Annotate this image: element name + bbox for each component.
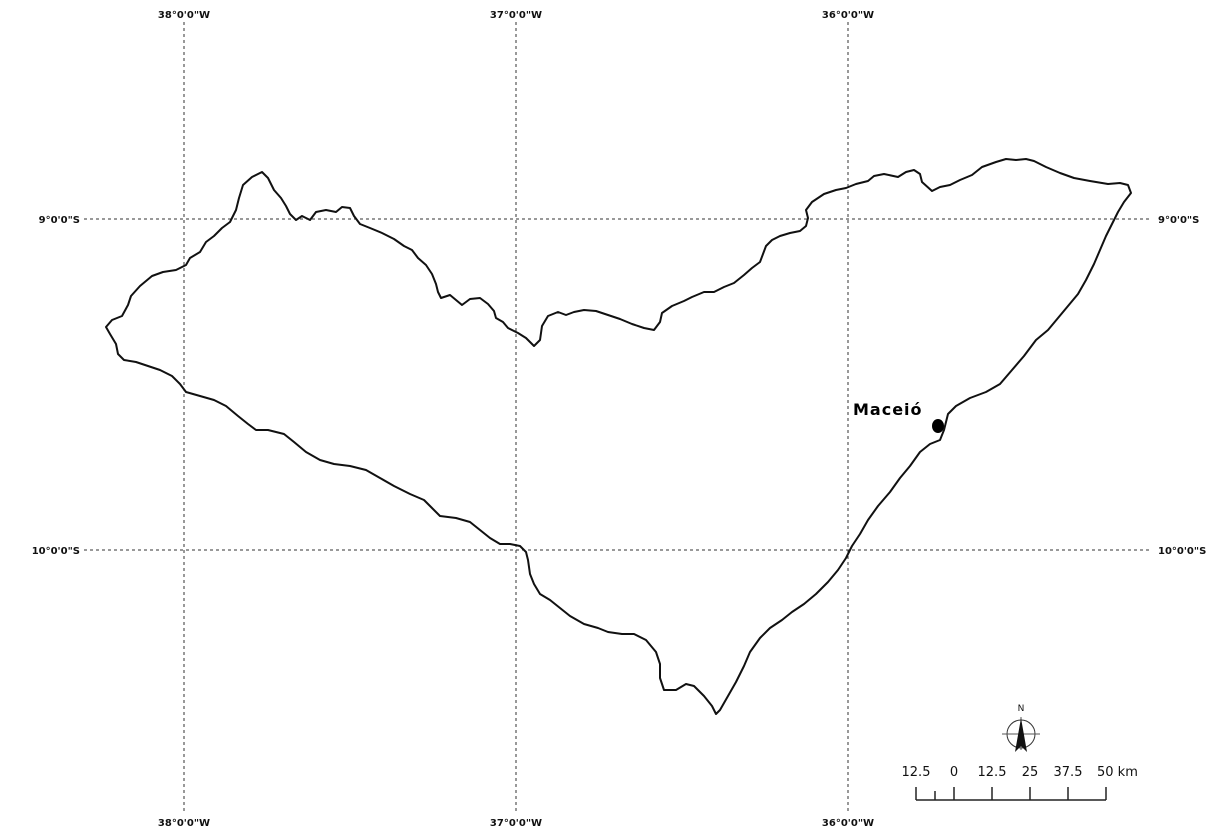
scale-label-1: 0 [950, 765, 958, 780]
lon-label-top-38w: 38°0'0"W [158, 10, 210, 21]
city-maceio: Maceió [853, 400, 944, 433]
lon-label-bottom-38w: 38°0'0"W [158, 818, 210, 829]
lon-label-bottom-37w: 37°0'0"W [490, 818, 542, 829]
lat-label-left-10s: 10°0'0"S [32, 546, 80, 557]
city-label: Maceió [853, 400, 923, 419]
graticule [84, 22, 1152, 812]
lon-label-top-37w: 37°0'0"W [490, 10, 542, 21]
north-arrow-label: N [1018, 704, 1025, 714]
scale-label-5: 50 km [1097, 765, 1138, 780]
north-arrow-needle [1015, 718, 1027, 752]
scale-bar: 12.5 0 12.5 25 37.5 50 km [902, 765, 1138, 801]
lat-label-left-9s: 9°0'0"S [39, 215, 80, 226]
scale-label-0: 12.5 [902, 765, 931, 780]
north-arrow: N [1002, 704, 1040, 752]
scale-label-3: 25 [1022, 765, 1039, 780]
state-outline [105, 158, 1132, 715]
graticule-labels: 38°0'0"W 37°0'0"W 36°0'0"W 38°0'0"W 37°0… [32, 10, 1207, 829]
scale-label-4: 37.5 [1054, 765, 1083, 780]
city-marker-dot [932, 419, 944, 433]
lat-label-right-9s: 9°0'0"S [1158, 215, 1199, 226]
lat-label-right-10s: 10°0'0"S [1158, 546, 1206, 557]
lon-label-bottom-36w: 36°0'0"W [822, 818, 874, 829]
scale-label-2: 12.5 [978, 765, 1007, 780]
lon-label-top-36w: 36°0'0"W [822, 10, 874, 21]
